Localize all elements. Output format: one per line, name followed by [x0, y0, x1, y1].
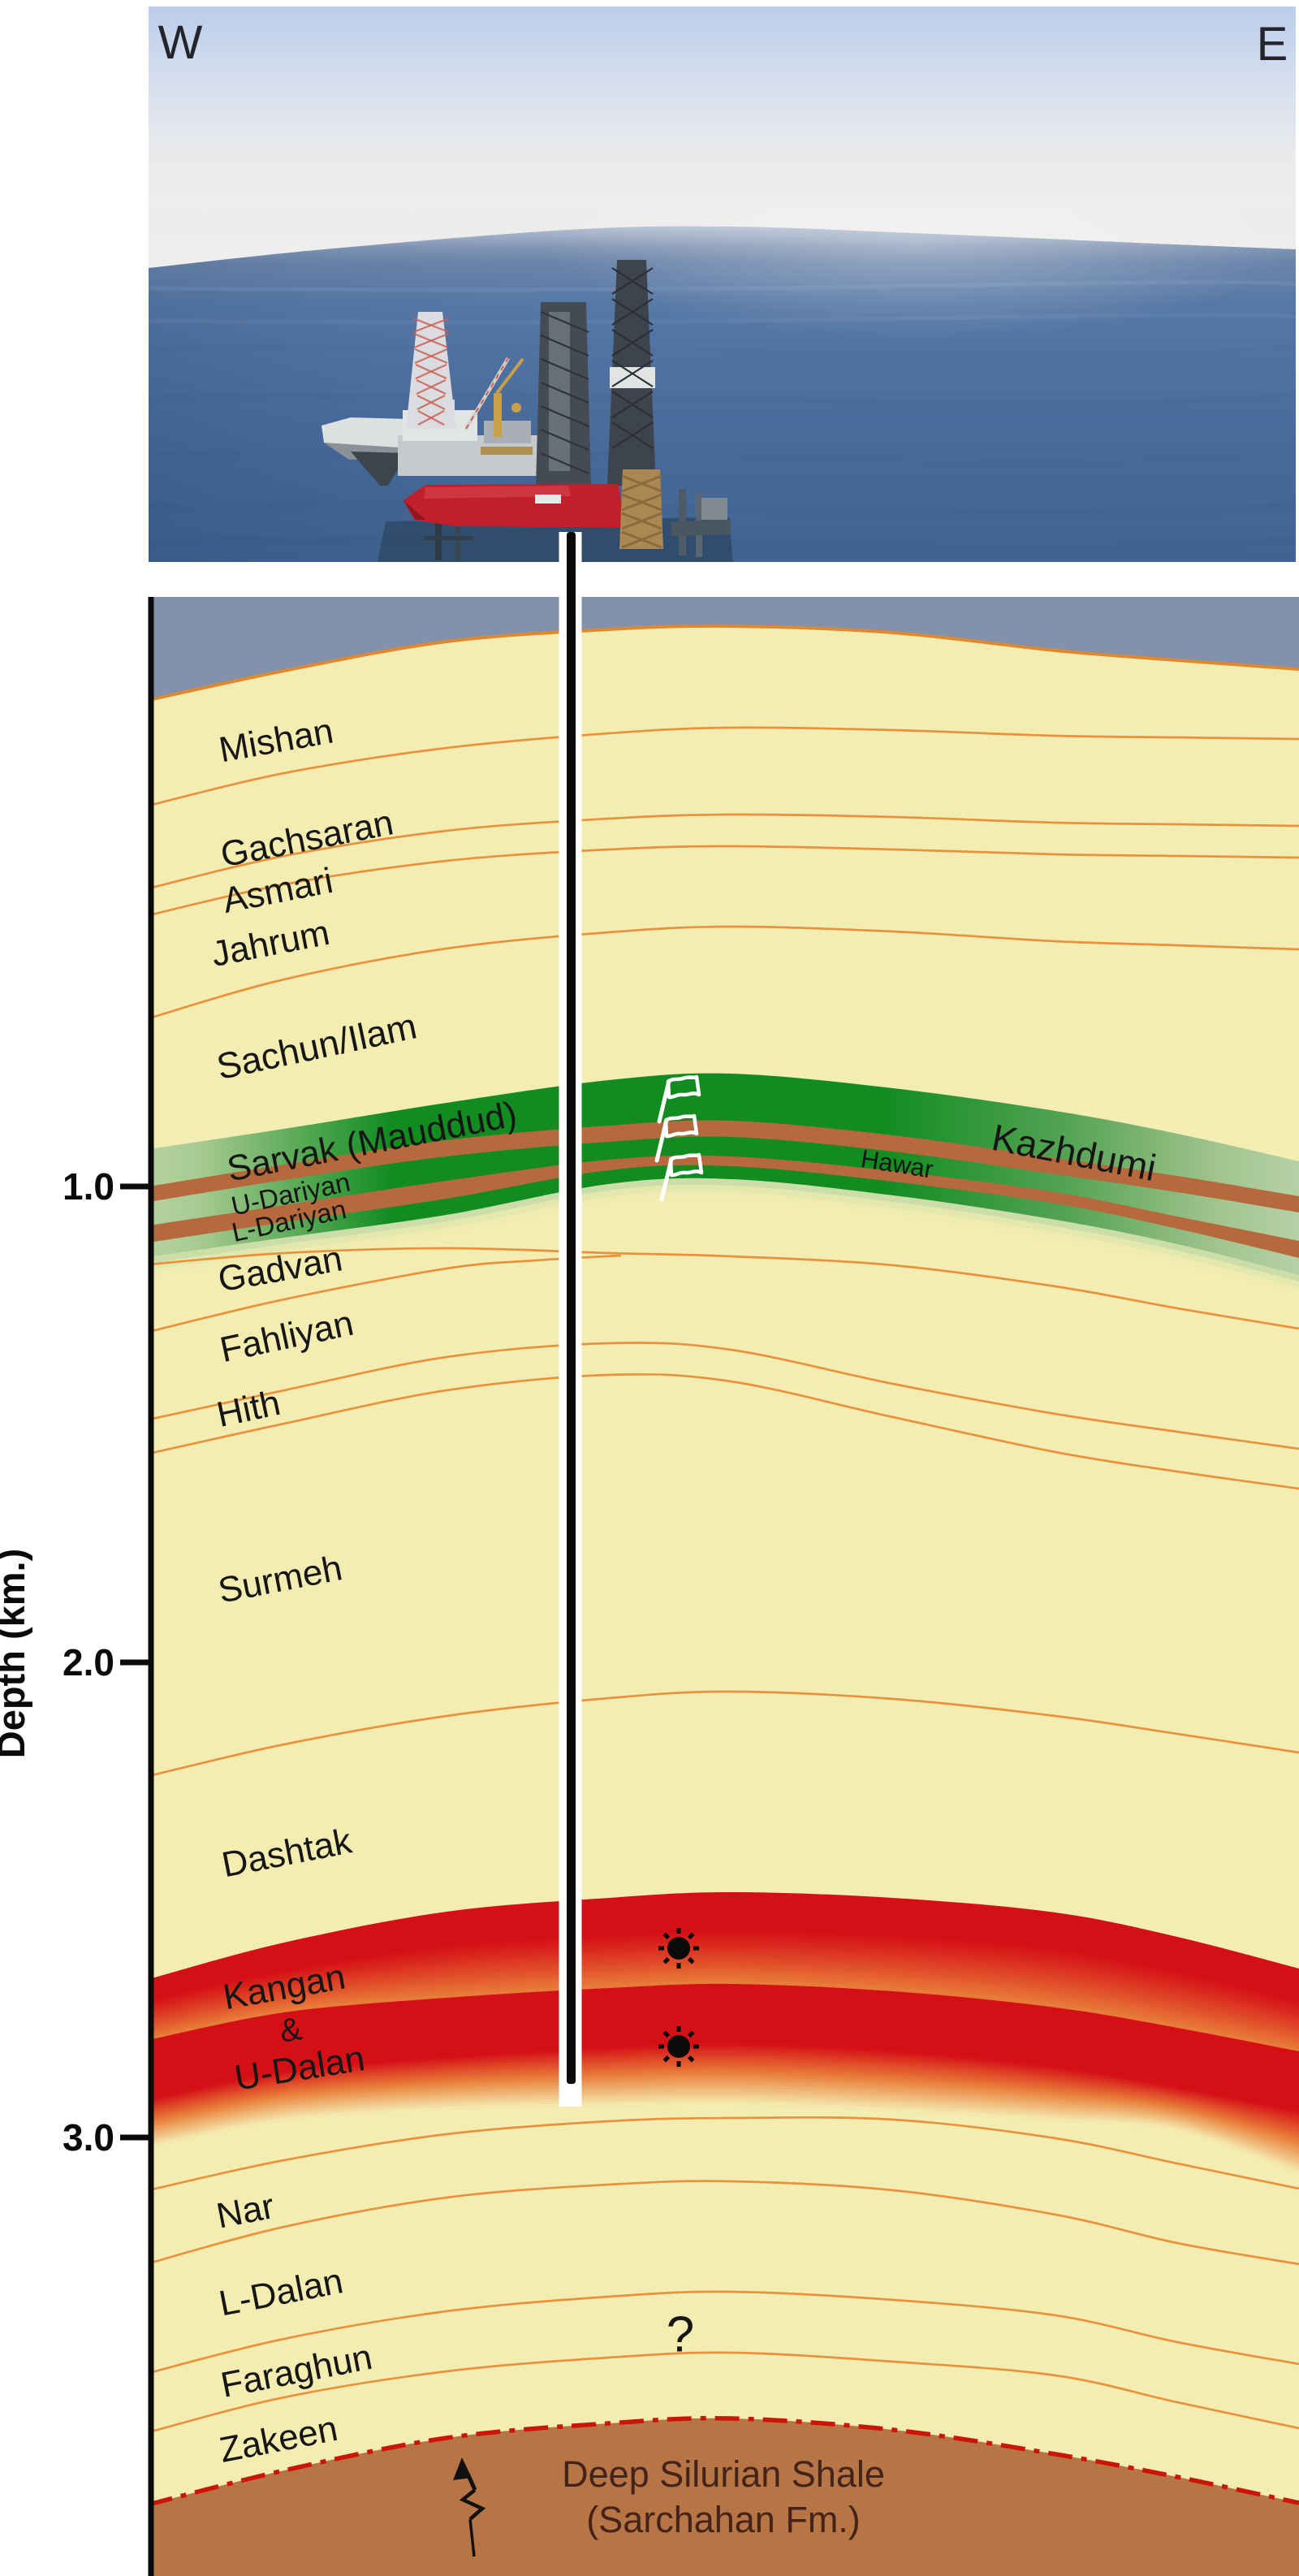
svg-text:E: E — [1257, 18, 1288, 71]
svg-text:(Sarchahan Fm.): (Sarchahan Fm.) — [586, 2499, 861, 2540]
svg-text:W: W — [158, 16, 203, 69]
svg-text:3.0: 3.0 — [63, 2116, 114, 2159]
svg-text:Depth (km.): Depth (km.) — [0, 1549, 32, 1759]
svg-text:Deep Silurian Shale: Deep Silurian Shale — [562, 2453, 885, 2495]
svg-text:1.0: 1.0 — [63, 1165, 114, 1208]
svg-text:?: ? — [667, 2307, 694, 2363]
svg-text:2.0: 2.0 — [63, 1641, 114, 1683]
